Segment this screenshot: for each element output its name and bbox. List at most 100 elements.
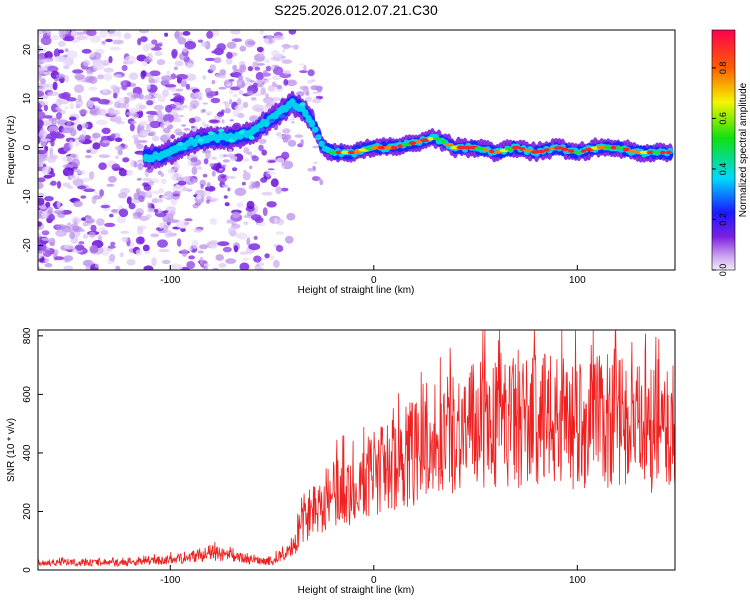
spectral-noise-blob bbox=[184, 218, 193, 222]
spectral-noise-blob bbox=[307, 167, 315, 172]
spectral-noise-blob bbox=[112, 39, 124, 45]
ridge-peak bbox=[177, 141, 184, 146]
spectral-noise-blob bbox=[69, 116, 77, 121]
spectral-noise-blob bbox=[133, 161, 138, 168]
ridge-peak bbox=[561, 147, 569, 152]
spectral-noise-blob bbox=[90, 224, 97, 233]
spectral-noise-blob bbox=[51, 103, 59, 113]
spectral-noise-blob bbox=[176, 177, 185, 182]
spectral-noise-blob bbox=[171, 48, 178, 58]
spectral-noise-blob bbox=[111, 209, 118, 213]
spectral-noise-blob bbox=[234, 187, 247, 196]
spectral-noise-blob bbox=[99, 30, 108, 38]
ridge-peak bbox=[489, 149, 495, 154]
spectral-noise-blob bbox=[192, 203, 199, 209]
spectral-noise-blob bbox=[291, 120, 295, 124]
spectral-noise-blob bbox=[243, 158, 250, 162]
spectral-noise-blob bbox=[115, 155, 119, 160]
spectral-noise-blob bbox=[296, 91, 305, 97]
spectral-noise-blob bbox=[81, 217, 86, 221]
colorbar-tick-label: 0.8 bbox=[718, 62, 728, 75]
spectral-noise-blob bbox=[218, 262, 227, 268]
ridge-peak bbox=[536, 149, 545, 154]
spectral-noise-blob bbox=[194, 91, 203, 98]
spectral-noise-blob bbox=[246, 237, 251, 246]
spectral-noise-blob bbox=[157, 239, 168, 248]
spectral-noise-blob bbox=[92, 132, 101, 139]
spectral-noise-blob bbox=[209, 218, 217, 225]
spectral-noise-blob bbox=[271, 49, 280, 57]
spectral-noise-blob bbox=[56, 200, 61, 208]
ridge-peak bbox=[377, 145, 387, 150]
spectral-noise-blob bbox=[281, 165, 285, 168]
ridge-peak bbox=[167, 155, 174, 160]
ridge-peak bbox=[279, 114, 286, 119]
spectral-noise-blob bbox=[163, 114, 175, 123]
spectral-noise-blob bbox=[101, 62, 110, 66]
spectral-noise-blob bbox=[286, 79, 298, 87]
y-tick-label: 0 bbox=[22, 144, 33, 150]
spectral-noise-blob bbox=[117, 97, 126, 103]
spectral-noise-blob bbox=[117, 30, 122, 39]
spectral-noise-blob bbox=[40, 149, 48, 154]
spectral-noise-blob bbox=[121, 64, 128, 72]
spectral-noise-blob bbox=[180, 227, 186, 232]
spectral-noise-blob bbox=[137, 162, 144, 171]
spectral-noise-blob bbox=[136, 126, 141, 134]
spectral-noise-blob bbox=[258, 138, 267, 144]
spectral-noise-blob bbox=[167, 168, 176, 175]
spectral-noise-blob bbox=[126, 169, 134, 176]
spectral-noise-blob bbox=[141, 131, 149, 137]
spectral-noise-blob bbox=[38, 55, 41, 59]
spectral-noise-blob bbox=[123, 32, 132, 40]
spectral-noise-blob bbox=[86, 30, 97, 37]
spectral-noise-blob bbox=[227, 187, 231, 192]
spectral-noise-blob bbox=[51, 118, 57, 126]
spectral-noise-blob bbox=[221, 119, 225, 124]
spectral-noise-blob bbox=[200, 183, 204, 190]
spectral-noise-blob bbox=[141, 70, 147, 77]
spectral-noise-blob bbox=[104, 222, 116, 228]
spectral-noise-blob bbox=[228, 98, 233, 105]
ridge-peak bbox=[567, 149, 575, 153]
spectral-noise-blob bbox=[66, 157, 72, 162]
spectral-noise-blob bbox=[122, 82, 127, 86]
spectral-noise-blob bbox=[40, 58, 52, 63]
spectral-noise-blob bbox=[149, 120, 161, 129]
spectral-noise-blob bbox=[55, 112, 63, 120]
spectral-noise-blob bbox=[242, 101, 249, 109]
ridge-peak bbox=[553, 146, 565, 150]
spectral-noise-blob bbox=[57, 40, 66, 48]
spectral-noise-blob bbox=[219, 153, 225, 159]
spectral-noise-blob bbox=[160, 79, 170, 86]
spectral-noise-blob bbox=[134, 108, 140, 113]
spectral-noise-blob bbox=[38, 135, 41, 145]
spectral-noise-blob bbox=[173, 101, 181, 106]
spectral-noise-blob bbox=[246, 90, 254, 96]
spectral-noise-blob bbox=[95, 119, 108, 125]
spectral-noise-blob bbox=[42, 166, 52, 174]
spectral-noise-blob bbox=[233, 93, 238, 98]
spectral-noise-blob bbox=[74, 138, 80, 147]
spectral-noise-blob bbox=[41, 120, 54, 126]
spectral-noise-blob bbox=[168, 103, 177, 109]
spectral-noise-blob bbox=[254, 79, 264, 84]
spectral-noise-blob bbox=[45, 201, 51, 208]
spectral-noise-blob bbox=[246, 211, 253, 217]
spectral-noise-blob bbox=[110, 241, 116, 246]
spectral-noise-blob bbox=[71, 223, 79, 230]
spectral-noise-blob bbox=[139, 30, 149, 34]
spectral-noise-blob bbox=[251, 155, 259, 162]
spectral-noise-blob bbox=[233, 245, 239, 253]
ridge-peak bbox=[596, 145, 607, 150]
spectral-noise-blob bbox=[55, 107, 61, 111]
spectral-noise-blob bbox=[44, 263, 53, 268]
spectral-noise-blob bbox=[313, 161, 318, 164]
spectral-noise-blob bbox=[118, 168, 128, 177]
spectral-noise-blob bbox=[41, 237, 53, 241]
spectral-noise-blob bbox=[64, 105, 69, 110]
ridge-peak bbox=[511, 145, 521, 150]
spectral-noise-blob bbox=[257, 222, 266, 227]
spectral-noise-blob bbox=[221, 184, 229, 188]
